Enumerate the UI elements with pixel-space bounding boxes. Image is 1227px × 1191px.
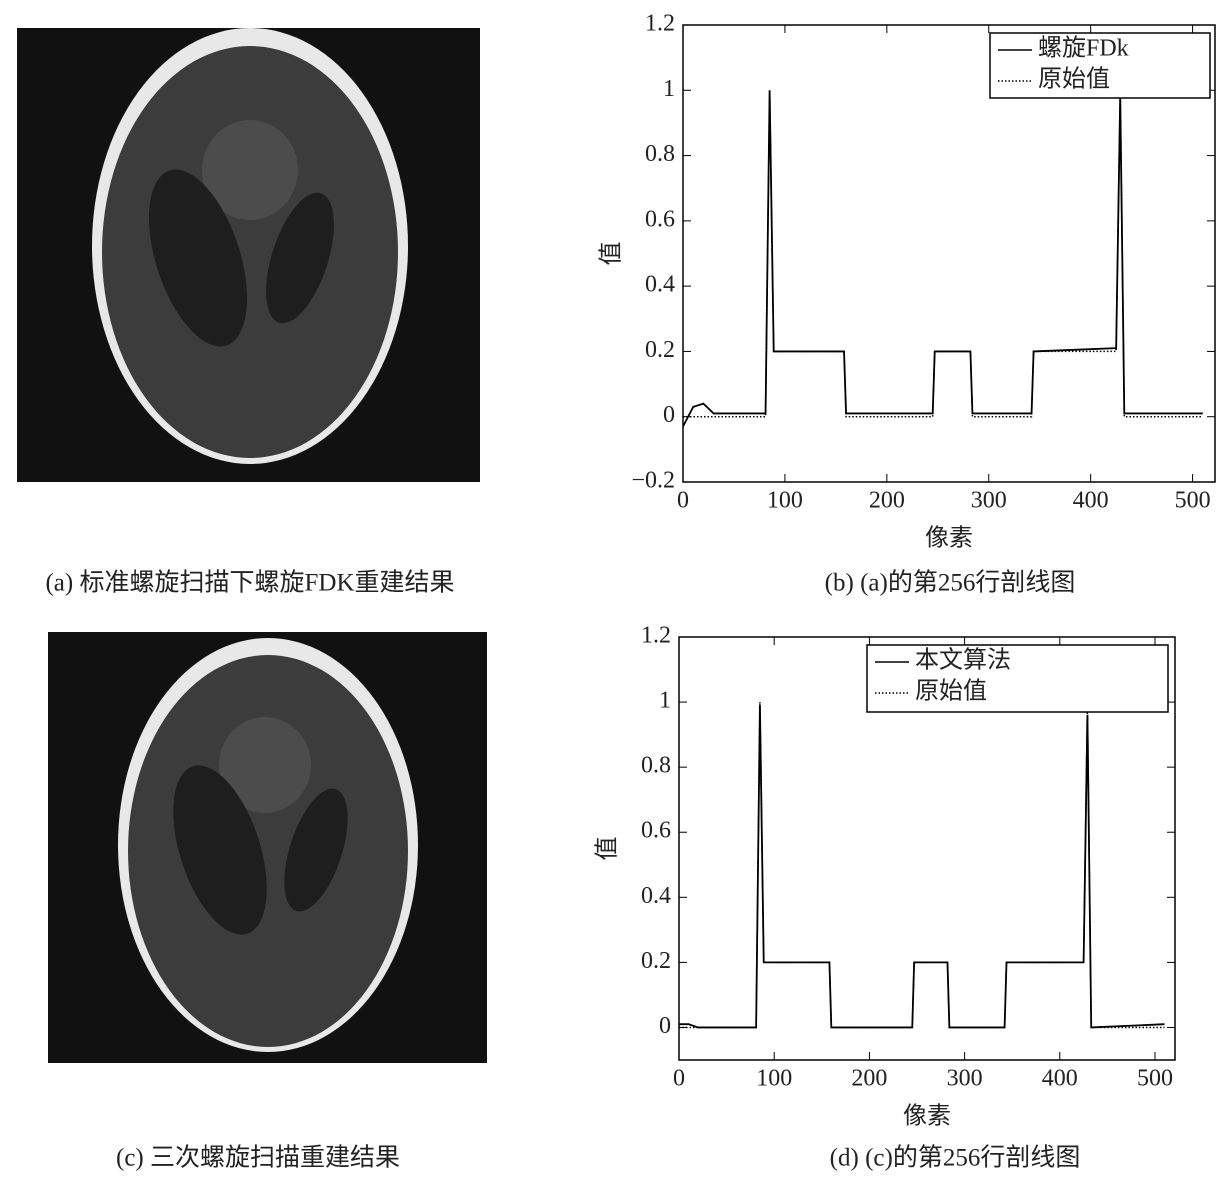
y-tick-label: 0 xyxy=(663,402,675,428)
x-tick-label: 100 xyxy=(756,1066,792,1092)
line-series xyxy=(682,90,1203,427)
y-tick-label: 0.8 xyxy=(645,141,675,167)
x-tick-label: 200 xyxy=(851,1066,887,1092)
x-tick-label: 300 xyxy=(971,488,1007,514)
y-tick-label: 0.4 xyxy=(641,883,671,909)
x-tick-label: 200 xyxy=(869,488,905,514)
y-tick-label: 0.8 xyxy=(641,753,671,779)
y-tick-label: 1 xyxy=(659,688,671,714)
x-tick-label: 100 xyxy=(767,488,803,514)
line-series xyxy=(679,702,1165,1029)
caption: (d) (c)的第256行剖线图 xyxy=(830,1144,1081,1172)
legend-box xyxy=(989,32,1211,99)
legend-box xyxy=(866,644,1169,713)
line-series xyxy=(683,90,1203,418)
line-series xyxy=(679,705,1165,1029)
legend-label: 本文算法 xyxy=(915,647,1011,674)
y-axis-label: 值 xyxy=(598,242,625,266)
x-tick-label: 0 xyxy=(673,1066,685,1092)
y-tick-label: 1.2 xyxy=(645,11,675,37)
y-tick-label: 1.2 xyxy=(641,623,671,649)
phantom-image-c xyxy=(48,632,487,1063)
x-tick-label: 400 xyxy=(1073,488,1109,514)
y-tick-label: 0.6 xyxy=(645,206,675,232)
x-tick-label: 0 xyxy=(677,488,689,514)
y-tick-label: 0.2 xyxy=(645,337,675,363)
caption: (a) 标准螺旋扫描下螺旋FDK重建结果 xyxy=(45,569,454,597)
phantom-image-a xyxy=(17,28,480,482)
caption: (c) 三次螺旋扫描重建结果 xyxy=(116,1144,400,1172)
x-axis-label: 像素 xyxy=(925,525,973,552)
x-tick-label: 300 xyxy=(947,1066,983,1092)
y-tick-label: 1 xyxy=(663,76,675,102)
legend-label: 原始值 xyxy=(1038,66,1110,93)
plot-frame xyxy=(678,636,1176,1061)
legend-label: 螺旋FDk xyxy=(1038,35,1129,62)
y-tick-label: 0.6 xyxy=(641,818,671,844)
x-tick-label: 500 xyxy=(1175,488,1211,514)
x-tick-label: 500 xyxy=(1137,1066,1173,1092)
y-tick-label: 0 xyxy=(659,1013,671,1039)
y-axis-label: 值 xyxy=(594,837,621,861)
plot-frame xyxy=(682,24,1216,483)
legend-label: 原始值 xyxy=(915,678,987,705)
x-tick-label: 400 xyxy=(1042,1066,1078,1092)
caption: (b) (a)的第256行剖线图 xyxy=(825,569,1076,597)
y-tick-label: 0.2 xyxy=(641,948,671,974)
x-axis-label: 像素 xyxy=(903,1103,951,1130)
y-tick-label: 0.4 xyxy=(645,272,675,298)
y-tick-label: −0.2 xyxy=(631,468,675,494)
